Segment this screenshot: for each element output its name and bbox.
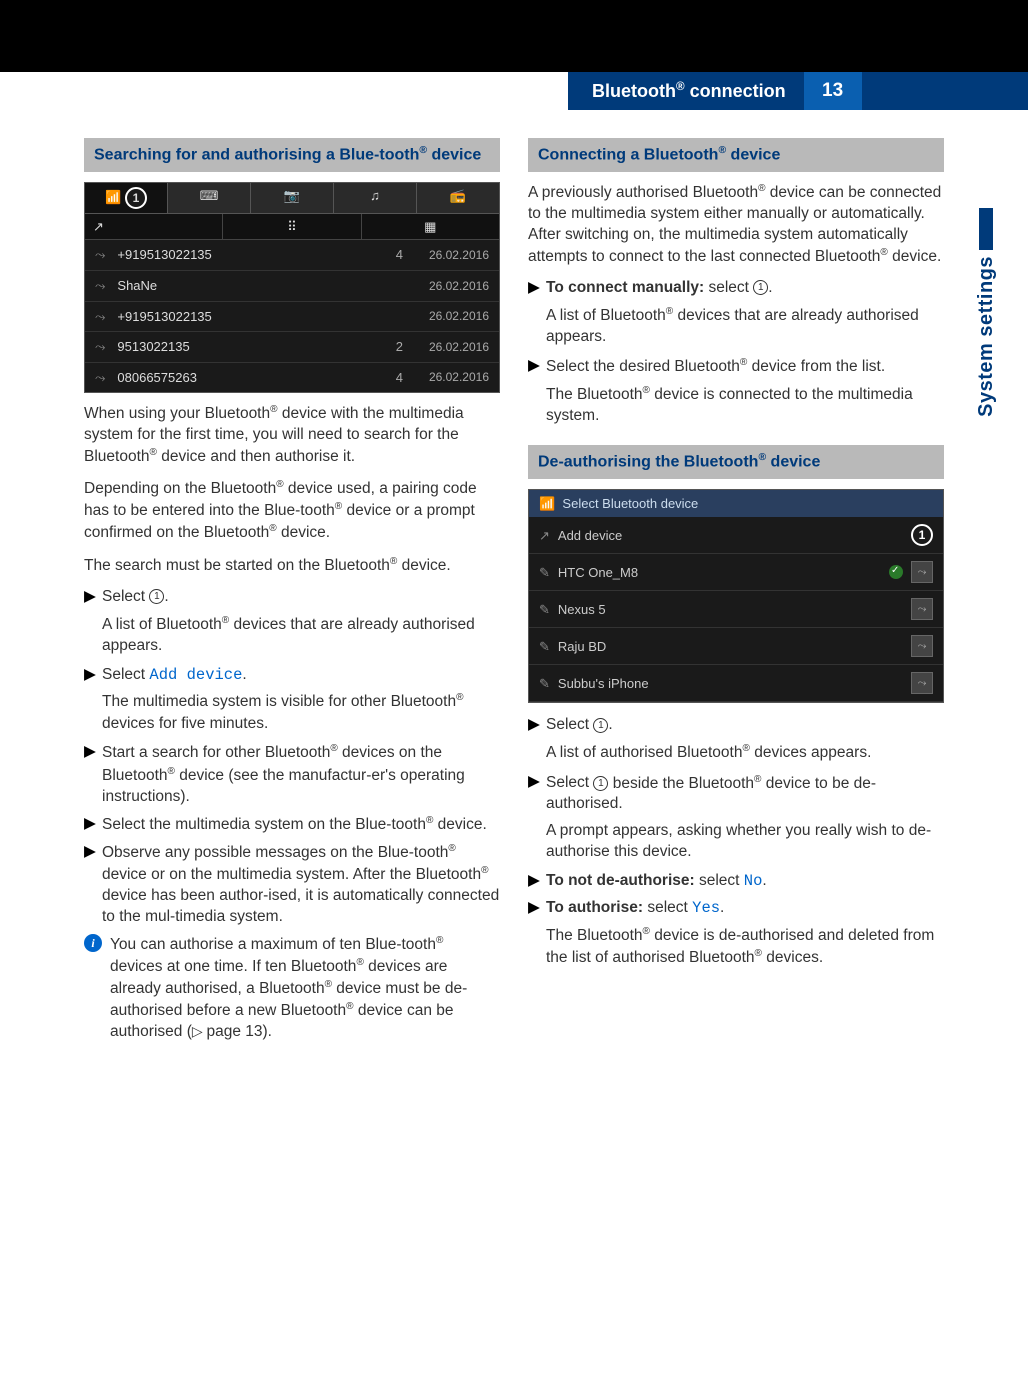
section-heading-deauth: De-authorising the Bluetooth® device bbox=[528, 445, 944, 479]
chapter-title: Bluetooth® connection 13 bbox=[568, 72, 1028, 110]
side-tab: System settings bbox=[972, 208, 1000, 438]
ss-tab-radio: 📻 bbox=[417, 183, 499, 213]
step-no-deauth: ▶ To not de-authorise: select No. bbox=[528, 871, 944, 892]
ss-sub-call: ↗ bbox=[85, 214, 223, 240]
right-column: Connecting a Bluetooth® device A previou… bbox=[528, 138, 944, 1043]
ss-tab-camera: 📷 bbox=[251, 183, 334, 213]
step-select-desired: ▶ Select the desired Bluetooth® device f… bbox=[528, 356, 944, 378]
device-row: ✎Raju BD⤳ bbox=[529, 628, 943, 665]
ss-sub-keypad: ⠿ bbox=[223, 214, 361, 240]
content-area: Searching for and authorising a Blue-too… bbox=[0, 110, 1028, 1043]
step-yes-auth: ▶ To authorise: select Yes. bbox=[528, 898, 944, 919]
para-1: When using your Bluetooth® device with t… bbox=[84, 403, 500, 468]
call-log-row: 9513022135226.02.2016 bbox=[85, 332, 499, 363]
step-deauth-prompt: A prompt appears, asking whether you rea… bbox=[546, 821, 944, 863]
ss-rows: +919513022135426.02.2016ShaNe26.02.2016+… bbox=[85, 240, 499, 392]
ss-tab-signal: 📶 1 bbox=[85, 183, 168, 213]
step-select-1-result: A list of Bluetooth® devices that are al… bbox=[102, 614, 500, 657]
left-column: Searching for and authorising a Blue-too… bbox=[84, 138, 500, 1043]
call-log-row: +91951302213526.02.2016 bbox=[85, 302, 499, 333]
info-text: You can authorise a maximum of ten Blue-… bbox=[110, 934, 500, 1043]
step-select-system: ▶ Select the multimedia system on the Bl… bbox=[84, 814, 500, 836]
connect-para: A previously authorised Bluetooth® devic… bbox=[528, 182, 944, 268]
top-black-bar bbox=[0, 0, 1028, 72]
title-text: Bluetooth® connection bbox=[592, 79, 786, 103]
info-icon: i bbox=[84, 934, 102, 952]
step-connect-result: A list of Bluetooth® devices that are al… bbox=[546, 305, 944, 348]
device-row: ✎Subbu's iPhone⤳ bbox=[529, 665, 943, 702]
device-row: ↗Add device1 bbox=[529, 517, 943, 554]
side-tab-label: System settings bbox=[973, 256, 1000, 417]
device-row: ✎HTC One_M8⤳ bbox=[529, 554, 943, 591]
device-list-screenshot: 📶 Select Bluetooth device ↗Add device1✎H… bbox=[528, 489, 944, 704]
ss2-header: 📶 Select Bluetooth device bbox=[529, 490, 943, 518]
header-bar: Bluetooth® connection 13 bbox=[0, 72, 1028, 110]
step-connect-manually: ▶ To connect manually: select 1. bbox=[528, 278, 944, 299]
info-note: i You can authorise a maximum of ten Blu… bbox=[84, 934, 500, 1043]
section-heading-connect: Connecting a Bluetooth® device bbox=[528, 138, 944, 172]
device-row: ✎Nexus 5⤳ bbox=[529, 591, 943, 628]
ss-sub-grid: ▦ bbox=[362, 214, 499, 240]
section-heading-search: Searching for and authorising a Blue-too… bbox=[84, 138, 500, 172]
step-deauth-beside: ▶ Select 1 beside the Bluetooth® device … bbox=[528, 772, 944, 815]
ss-tab-keyboard: ⌨ bbox=[168, 183, 251, 213]
step-add-device-result: The multimedia system is visible for oth… bbox=[102, 691, 500, 734]
call-log-row: 08066575263426.02.2016 bbox=[85, 363, 499, 393]
step-deauth-select: ▶ Select 1. bbox=[528, 715, 944, 736]
call-log-row: ShaNe26.02.2016 bbox=[85, 271, 499, 302]
step-deauth-select-result: A list of authorised Bluetooth® devices … bbox=[546, 742, 944, 764]
step-select-1: ▶ Select 1. bbox=[84, 587, 500, 608]
step-select-desired-result: The Bluetooth® device is connected to th… bbox=[546, 384, 944, 427]
call-log-row: +919513022135426.02.2016 bbox=[85, 240, 499, 271]
marker-1: 1 bbox=[125, 187, 147, 209]
para-2: Depending on the Bluetooth® device used,… bbox=[84, 478, 500, 544]
page-number: 13 bbox=[804, 72, 862, 110]
call-log-screenshot: 📶 1 ⌨ 📷 ♫ 📻 ↗ ⠿ ▦ +919513022135426.02.20… bbox=[84, 182, 500, 393]
step-observe: ▶ Observe any possible messages on the B… bbox=[84, 842, 500, 928]
ss-tab-row: 📶 1 ⌨ 📷 ♫ 📻 bbox=[85, 183, 499, 214]
step-yes-result: The Bluetooth® device is de-authorised a… bbox=[546, 925, 944, 969]
para-3: The search must be started on the Blueto… bbox=[84, 555, 500, 577]
step-start-search: ▶ Start a search for other Bluetooth® de… bbox=[84, 742, 500, 807]
side-tab-bar bbox=[979, 208, 993, 250]
step-add-device: ▶ Select Add device. bbox=[84, 665, 500, 686]
ss-subtab-row: ↗ ⠿ ▦ bbox=[85, 214, 499, 241]
ss-tab-music: ♫ bbox=[334, 183, 417, 213]
